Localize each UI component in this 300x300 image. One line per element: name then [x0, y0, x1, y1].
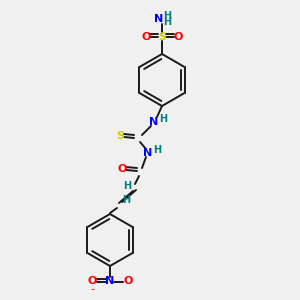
Text: H: H — [159, 114, 167, 124]
Text: N: N — [105, 276, 115, 286]
Text: H: H — [163, 17, 171, 27]
Text: O: O — [123, 276, 133, 286]
Text: -: - — [90, 284, 94, 294]
Text: S: S — [116, 131, 124, 141]
Text: S: S — [158, 32, 166, 42]
Text: H: H — [153, 145, 161, 155]
Text: H: H — [163, 11, 171, 21]
Text: O: O — [141, 32, 151, 42]
Text: O: O — [117, 164, 127, 174]
Text: N: N — [143, 148, 153, 158]
Text: H: H — [123, 181, 131, 191]
Text: O: O — [87, 276, 97, 286]
Text: N: N — [154, 14, 164, 24]
Text: N: N — [149, 117, 159, 127]
Text: O: O — [173, 32, 183, 42]
Text: H: H — [122, 195, 130, 205]
